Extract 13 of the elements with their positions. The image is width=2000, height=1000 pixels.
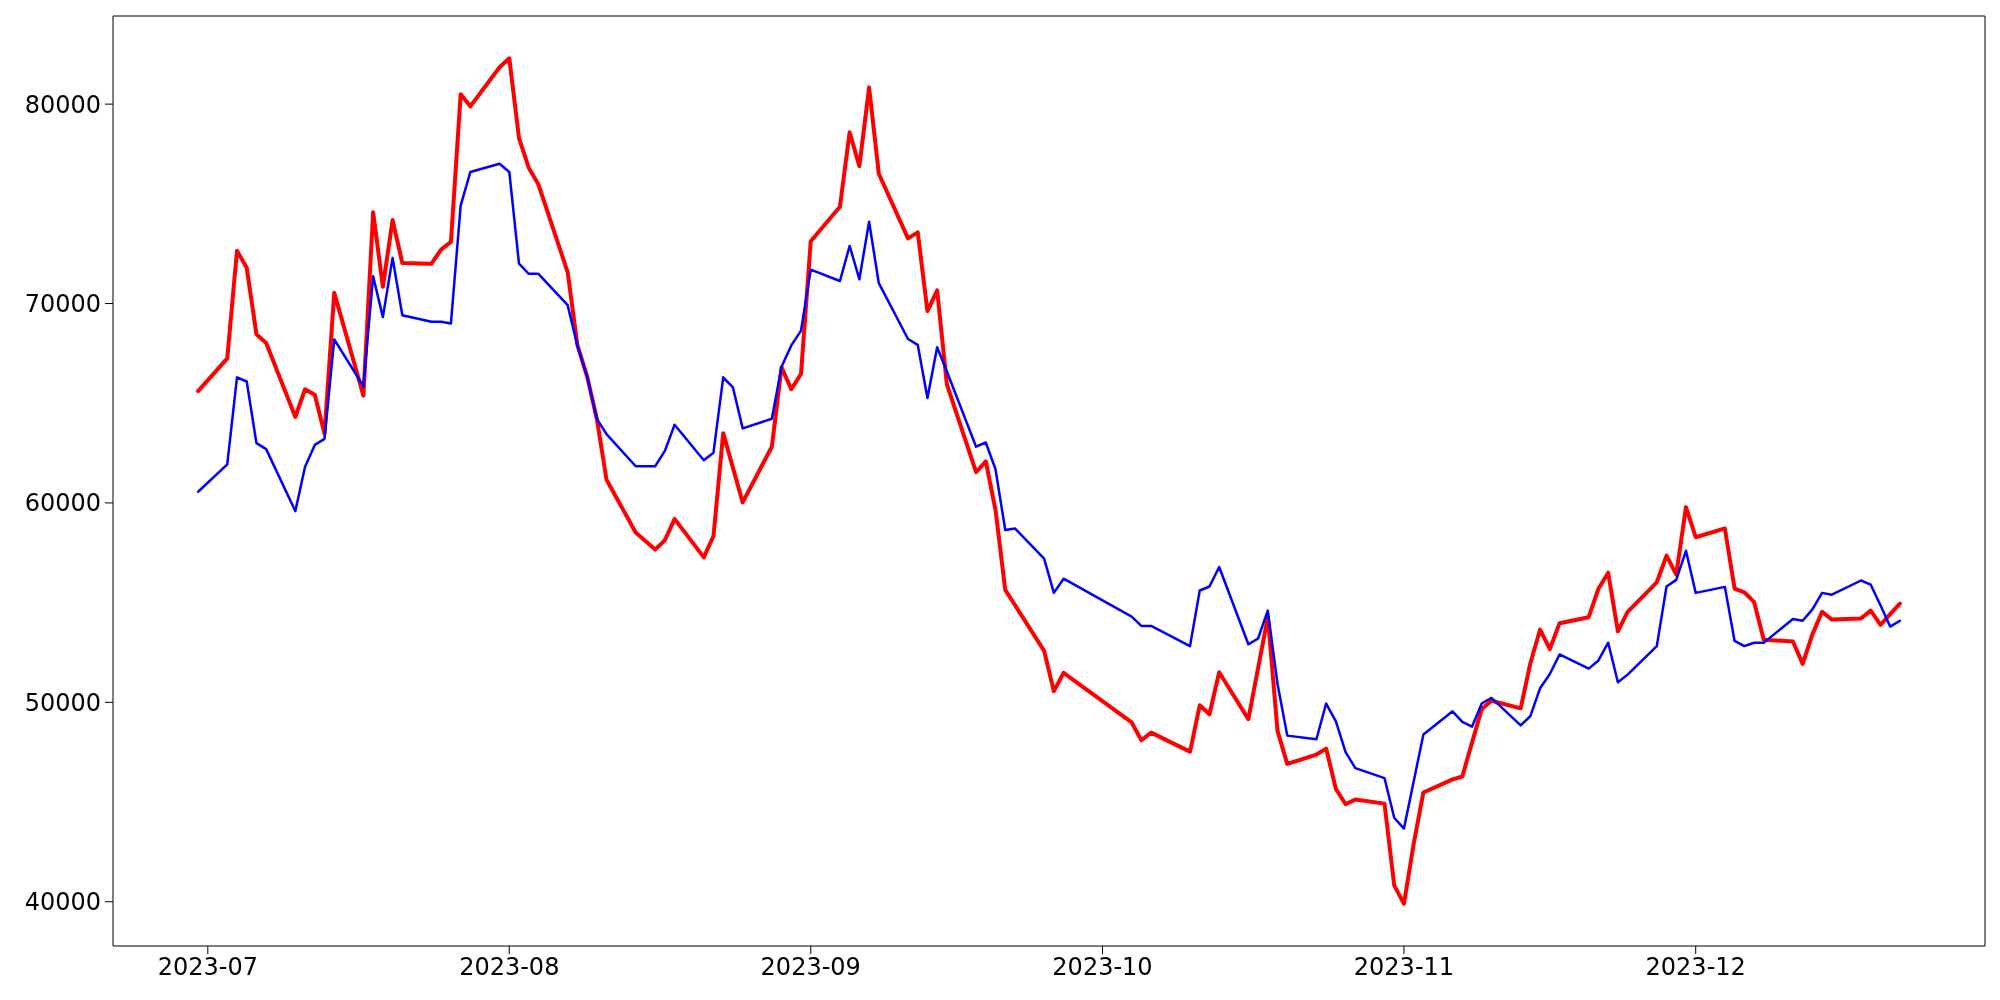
x-tick-label: 2023-07 <box>157 953 258 982</box>
y-tick-label: 80000 <box>24 90 101 119</box>
line-series <box>196 56 1902 906</box>
x-tick-label: 2023-10 <box>1052 953 1153 982</box>
y-tick-label: 40000 <box>24 888 101 917</box>
y-tick-label: 50000 <box>24 688 101 717</box>
x-tick-label: 2023-08 <box>459 953 560 982</box>
x-tick-label: 2023-11 <box>1353 953 1455 982</box>
x-tick-label: 2023-12 <box>1645 953 1746 982</box>
x-tick-label: 2023-09 <box>760 953 861 982</box>
line-series <box>196 162 1902 830</box>
y-tick-label: 60000 <box>24 489 101 518</box>
y-tick-label: 70000 <box>24 290 101 319</box>
